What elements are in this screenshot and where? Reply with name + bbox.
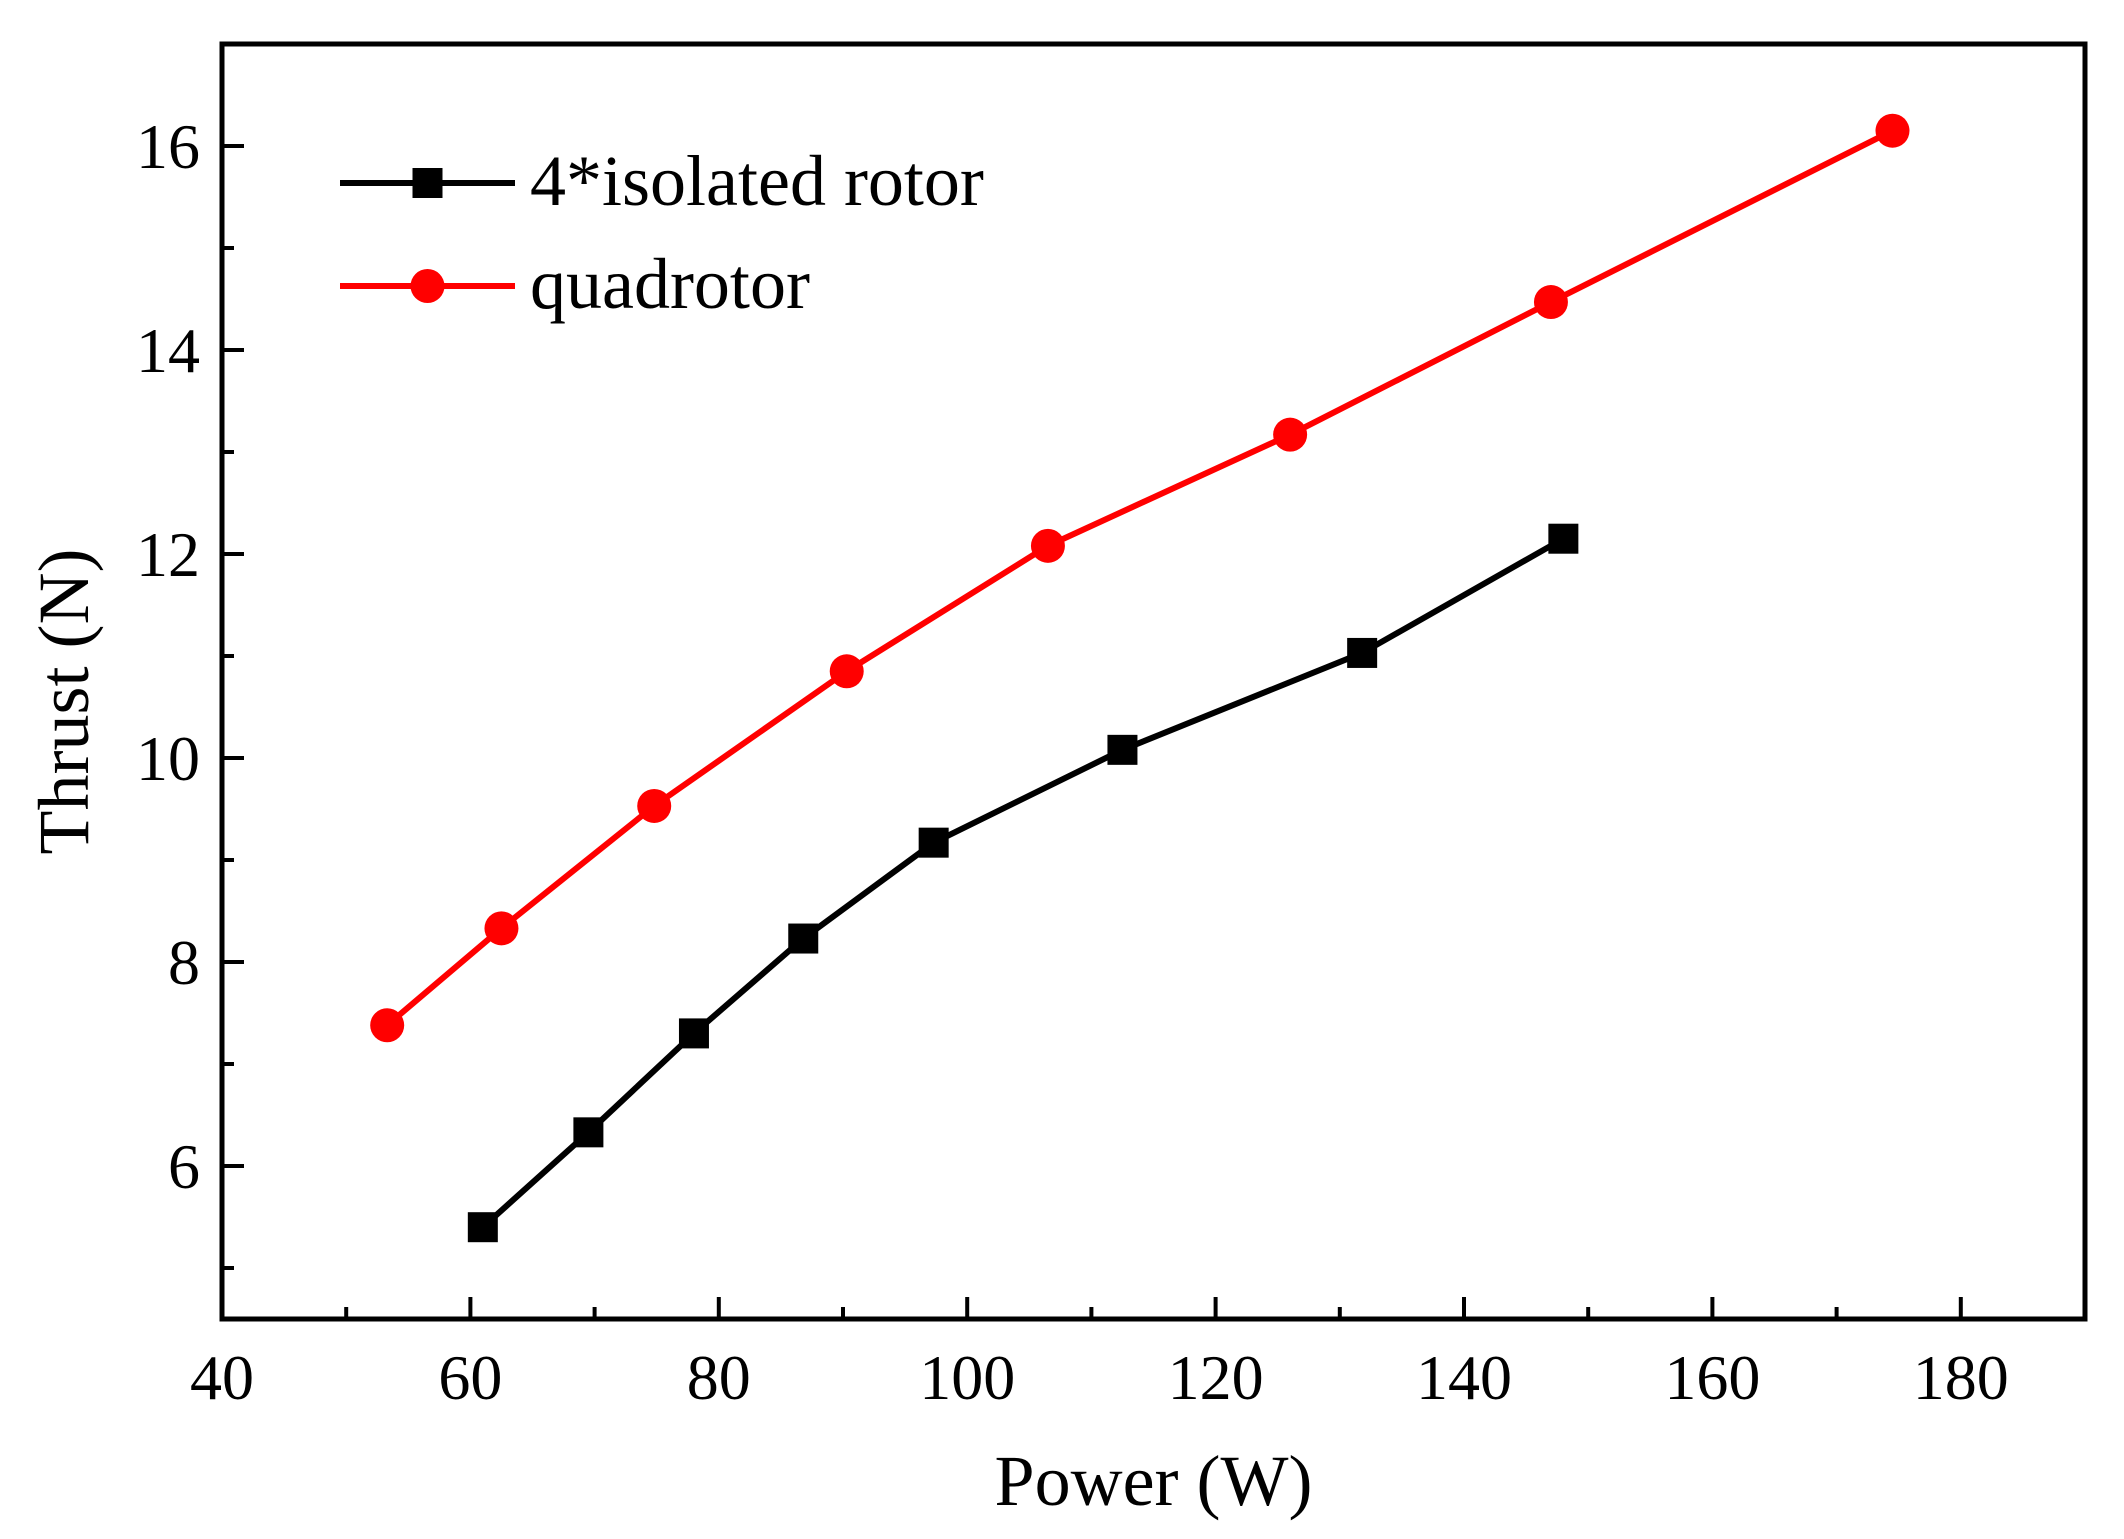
data-point — [1273, 417, 1308, 452]
x-tick-label: 120 — [1168, 1342, 1264, 1413]
legend-label: quadrotor — [530, 244, 810, 324]
data-point — [918, 827, 949, 858]
data-point — [637, 788, 672, 823]
y-tick-label: 16 — [136, 111, 200, 182]
y-tick-label: 6 — [168, 1131, 200, 1202]
x-axis-title: Power (W) — [995, 1441, 1313, 1521]
data-point — [788, 923, 819, 954]
x-tick-label: 100 — [919, 1342, 1015, 1413]
y-tick-label: 12 — [136, 519, 200, 590]
x-tick-label: 140 — [1416, 1342, 1512, 1413]
data-point — [678, 1018, 709, 1049]
series-line — [385, 128, 1894, 1028]
x-tick-label: 80 — [687, 1342, 751, 1413]
data-point — [1875, 113, 1910, 148]
y-axis-title: Thrust (N) — [24, 549, 104, 855]
x-tick-label: 40 — [190, 1342, 254, 1413]
y-tick-label: 10 — [136, 723, 200, 794]
x-tick-label: 60 — [438, 1342, 502, 1413]
y-axis-ticks: 6 8 10 12 14 16 — [136, 42, 244, 1270]
legend: 4*isolated rotor quadrotor — [340, 141, 984, 324]
data-point — [1347, 637, 1378, 668]
data-point — [1030, 528, 1065, 563]
data-point — [467, 1212, 498, 1243]
data-point — [1107, 734, 1138, 765]
x-axis-ticks: 40 60 80 100 120 140 160 180 — [190, 1297, 2009, 1413]
legend-marker — [410, 269, 445, 303]
legend-item: 4*isolated rotor — [340, 141, 984, 221]
x-tick-label: 160 — [1664, 1342, 1760, 1413]
data-point — [370, 1008, 405, 1043]
y-tick-label: 14 — [136, 315, 200, 386]
legend-item: quadrotor — [340, 244, 810, 324]
legend-label: 4*isolated rotor — [530, 141, 984, 221]
data-point — [1548, 523, 1579, 554]
series-layer — [370, 113, 1910, 1243]
plot-frame — [219, 41, 2088, 1322]
legend-marker — [412, 168, 443, 198]
data-point — [1533, 285, 1568, 320]
y-tick-label: 8 — [168, 927, 200, 998]
data-point — [484, 911, 519, 946]
data-point — [829, 654, 864, 689]
x-tick-label: 180 — [1913, 1342, 2009, 1413]
data-point — [573, 1117, 604, 1148]
series-1 — [370, 113, 1910, 1043]
series-line — [480, 536, 1565, 1230]
series-0 — [467, 523, 1579, 1243]
